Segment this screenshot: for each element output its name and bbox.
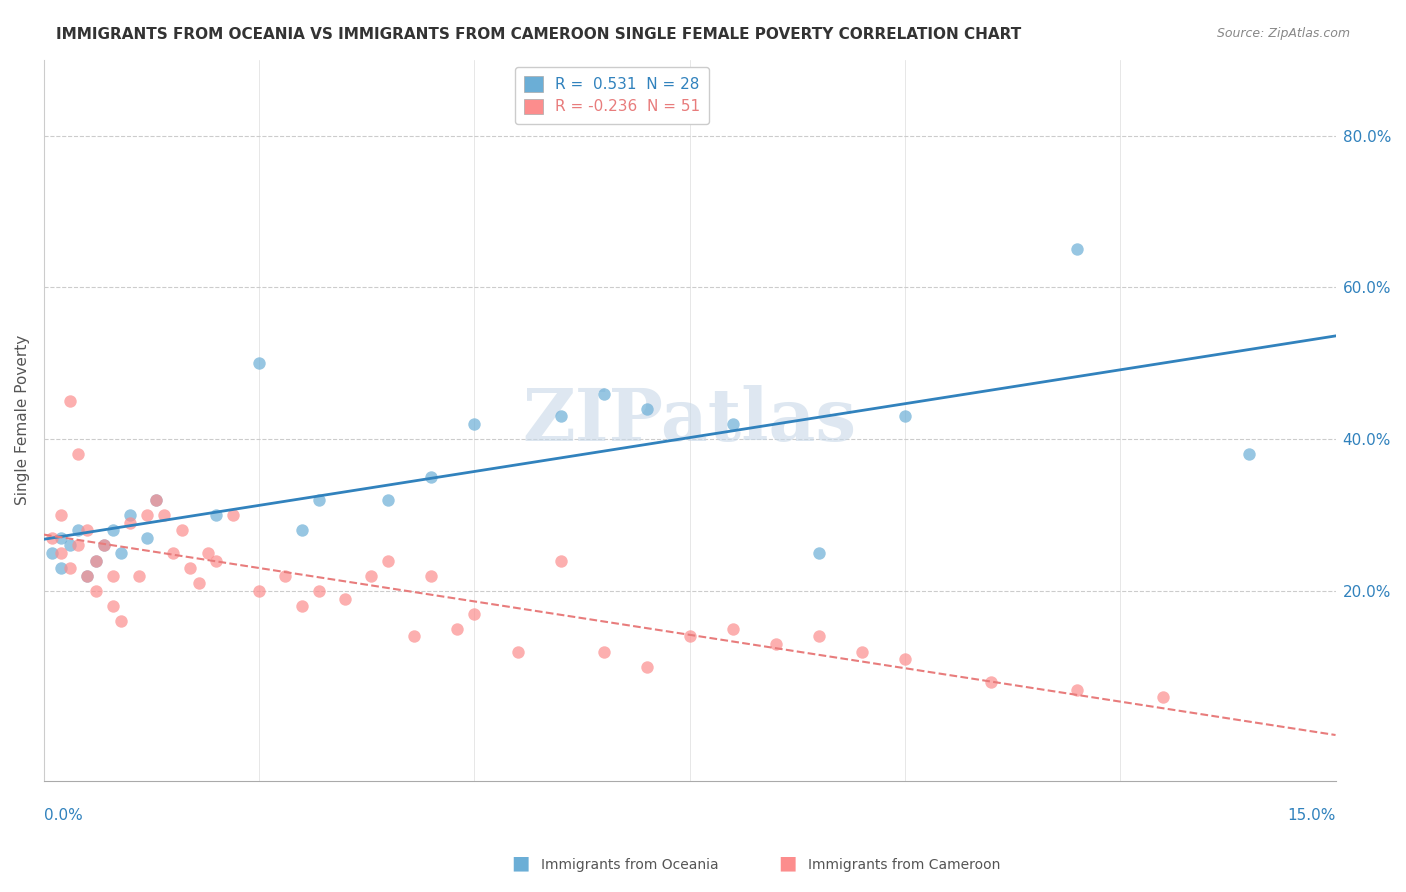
Point <box>128 568 150 582</box>
Point <box>1152 690 1174 705</box>
Text: ■: ■ <box>778 854 797 872</box>
Text: IMMIGRANTS FROM OCEANIA VS IMMIGRANTS FROM CAMEROON SINGLE FEMALE POVERTY CORREL: IMMIGRANTS FROM OCEANIA VS IMMIGRANTS FR… <box>56 27 1022 42</box>
Text: Source: ZipAtlas.com: Source: ZipAtlas.com <box>1216 27 1350 40</box>
Point <box>360 568 382 582</box>
Point <box>84 553 107 567</box>
Legend: R =  0.531  N = 28, R = -0.236  N = 51: R = 0.531 N = 28, R = -0.236 N = 51 <box>515 67 709 124</box>
Y-axis label: Single Female Poverty: Single Female Poverty <box>15 335 30 505</box>
Point <box>420 470 443 484</box>
Point <box>205 508 228 522</box>
Point <box>84 583 107 598</box>
Point <box>84 553 107 567</box>
Point <box>101 523 124 537</box>
Text: ZIPatlas: ZIPatlas <box>523 384 856 456</box>
Point <box>67 538 90 552</box>
Point <box>274 568 297 582</box>
Point <box>247 356 270 370</box>
Point <box>187 576 209 591</box>
Point <box>93 538 115 552</box>
Point <box>197 546 219 560</box>
Point <box>222 508 245 522</box>
Point <box>136 508 159 522</box>
Point <box>377 492 399 507</box>
Point <box>179 561 201 575</box>
Point <box>721 417 744 431</box>
Point <box>291 523 314 537</box>
Point <box>463 607 485 621</box>
Point <box>807 630 830 644</box>
Point <box>592 386 614 401</box>
Point <box>308 492 330 507</box>
Point <box>170 523 193 537</box>
Point <box>59 561 82 575</box>
Point <box>76 568 98 582</box>
Point <box>851 645 873 659</box>
Point <box>377 553 399 567</box>
Point <box>145 492 167 507</box>
Point <box>636 401 658 416</box>
Point <box>101 568 124 582</box>
Point <box>446 622 468 636</box>
Point <box>308 583 330 598</box>
Point <box>420 568 443 582</box>
Point <box>550 409 572 424</box>
Point <box>404 630 426 644</box>
Point <box>765 637 787 651</box>
Point <box>592 645 614 659</box>
Point <box>41 546 63 560</box>
Point <box>894 409 917 424</box>
Point <box>1066 682 1088 697</box>
Text: 15.0%: 15.0% <box>1286 808 1336 823</box>
Point <box>76 523 98 537</box>
Point <box>49 508 72 522</box>
Point <box>335 591 357 606</box>
Point <box>291 599 314 614</box>
Point <box>1239 447 1261 461</box>
Point <box>1066 243 1088 257</box>
Point <box>59 538 82 552</box>
Text: ■: ■ <box>510 854 530 872</box>
Point <box>679 630 702 644</box>
Point <box>980 675 1002 690</box>
Point <box>110 615 132 629</box>
Point <box>101 599 124 614</box>
Point <box>110 546 132 560</box>
Point <box>153 508 176 522</box>
Point <box>721 622 744 636</box>
Text: 0.0%: 0.0% <box>44 808 83 823</box>
Point <box>59 394 82 409</box>
Point <box>550 553 572 567</box>
Point <box>205 553 228 567</box>
Text: Immigrants from Cameroon: Immigrants from Cameroon <box>808 858 1001 872</box>
Point <box>93 538 115 552</box>
Point <box>118 508 141 522</box>
Point <box>49 546 72 560</box>
Point <box>67 447 90 461</box>
Point <box>894 652 917 666</box>
Point <box>67 523 90 537</box>
Point <box>506 645 529 659</box>
Point <box>76 568 98 582</box>
Point <box>807 546 830 560</box>
Point <box>118 516 141 530</box>
Point <box>247 583 270 598</box>
Point <box>136 531 159 545</box>
Text: Immigrants from Oceania: Immigrants from Oceania <box>541 858 718 872</box>
Point <box>49 531 72 545</box>
Point <box>463 417 485 431</box>
Point <box>49 561 72 575</box>
Point <box>41 531 63 545</box>
Point <box>162 546 184 560</box>
Point <box>636 660 658 674</box>
Point <box>145 492 167 507</box>
